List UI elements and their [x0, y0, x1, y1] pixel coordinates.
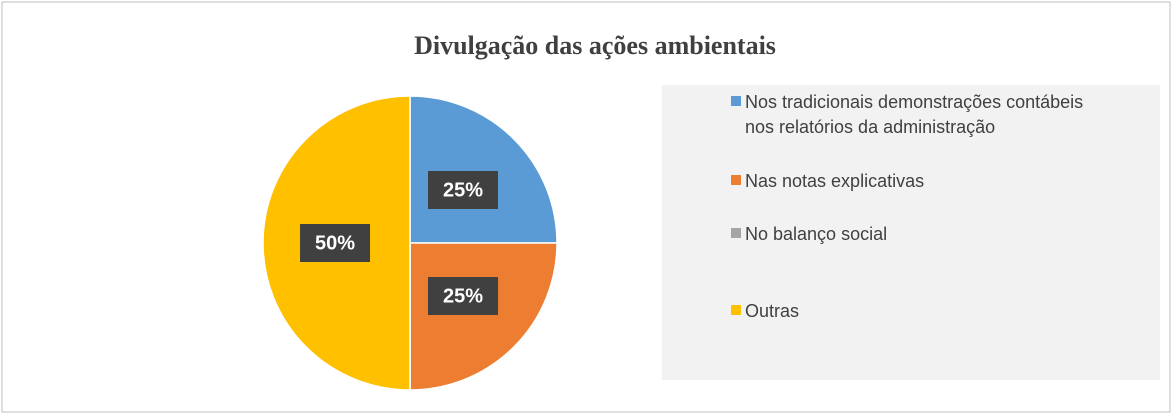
legend-label: No balanço social	[745, 224, 888, 244]
data-label: 25%	[443, 285, 483, 307]
legend-entry: Nas notas explicativas	[731, 169, 1085, 194]
data-label-box	[300, 224, 371, 262]
data-label-box	[428, 277, 499, 316]
chart-title: Divulgação das ações ambientais	[414, 31, 776, 60]
legend-swatch	[731, 228, 741, 238]
data-label-box	[428, 170, 499, 209]
data-label: 50%	[315, 232, 355, 254]
legend-label: Nos tradicionais demonstrações contábeis…	[745, 92, 1084, 137]
legend-swatch	[731, 96, 741, 106]
legend-label: Nas notas explicativas	[745, 171, 925, 191]
data-label: 25%	[443, 179, 483, 201]
legend-entry: No balanço social	[731, 222, 1085, 247]
legend-background	[662, 85, 1160, 380]
legend-swatch	[731, 305, 741, 315]
legend-entry: Outras	[731, 299, 1085, 324]
legend-entry: Nos tradicionais demonstrações contábeis…	[731, 90, 1085, 140]
legend-swatch	[731, 175, 741, 185]
legend-label: Outras	[745, 301, 800, 321]
